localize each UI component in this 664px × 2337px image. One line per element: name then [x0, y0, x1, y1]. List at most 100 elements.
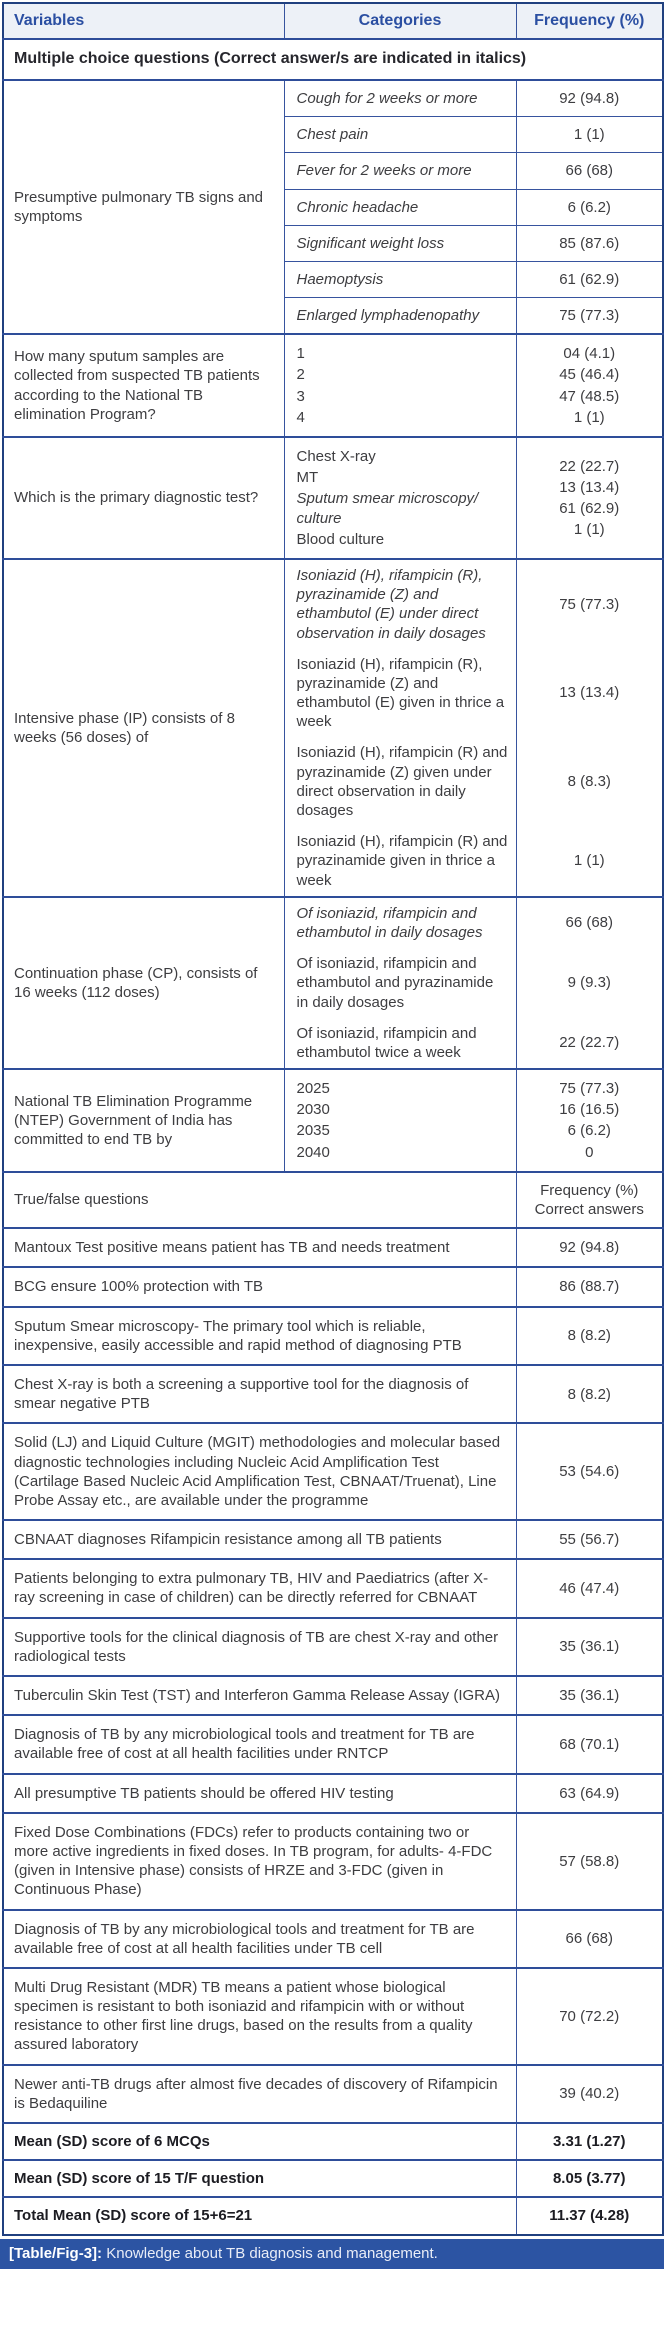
category-cell: Chest X-ray MT Sputum smear microscopy/ … — [283, 436, 517, 560]
frequency-value: 61 (62.9) — [559, 499, 620, 517]
category-group: Isoniazid (H), rifampicin (R), pyrazinam… — [285, 559, 663, 649]
table-row-diagnostic-test: Which is the primary diagnostic test? Ch… — [2, 436, 664, 560]
category-option: Of isoniazid, rifampicin and ethambutol … — [285, 948, 517, 1018]
frequency-value: 66 (68) — [565, 914, 614, 932]
frequency-value: 6 (6.2) — [567, 1122, 611, 1140]
category-cell: Haemoptysis — [283, 260, 517, 299]
page: Variables Categories Frequency (%) Multi… — [2, 2, 664, 2236]
frequency-cell: 35 (36.1) — [515, 1616, 664, 1677]
table-row-tf: Solid (LJ) and Liquid Culture (MGIT) met… — [2, 1422, 664, 1521]
table-caption: [Table/Fig-3]: Knowledge about TB diagno… — [0, 2238, 664, 2269]
summary-value: 8.05 (3.77) — [515, 2159, 664, 2198]
table-row-tf: Multi Drug Resistant (MDR) TB means a pa… — [2, 1966, 664, 2066]
category-cell: Cough for 2 weeks or more — [283, 78, 517, 118]
frequency-cell: 70 (72.2) — [515, 1966, 664, 2066]
frequency-cell: 8 (8.2) — [515, 1305, 664, 1366]
table-row-tf: CBNAAT diagnoses Rifampicin resistance a… — [2, 1519, 664, 1560]
variable-cell: Continuation phase (CP), consists of 16 … — [2, 895, 285, 1070]
frequency-cell: 04 (4.1) 45 (46.4) 47 (48.5) 1 (1) — [515, 333, 664, 438]
statement-cell: Tuberculin Skin Test (TST) and Interfero… — [2, 1674, 517, 1716]
statement-cell: Chest X-ray is both a screening a suppor… — [2, 1363, 517, 1424]
table-row-tf: Sputum Smear microscopy- The primary too… — [2, 1305, 664, 1366]
table-row-tf: Diagnosis of TB by any microbiological t… — [2, 1714, 664, 1775]
table-row-ntep: National TB Elimination Programme (NTEP)… — [2, 1068, 664, 1173]
col-header-categories: Categories — [283, 2, 517, 41]
frequency-value: 0 — [585, 1143, 594, 1161]
table-row-tf: Diagnosis of TB by any microbiological t… — [2, 1908, 664, 1969]
table-row-sputum-samples: How many sputum samples are collected fr… — [2, 333, 664, 438]
tf-frequency-header: Frequency (%) Correct answers — [515, 1170, 664, 1229]
category-option: Of isoniazid, rifampicin and ethambutol … — [285, 897, 517, 949]
statement-cell: Sputum Smear microscopy- The primary too… — [2, 1305, 517, 1366]
table-row-tf: Tuberculin Skin Test (TST) and Interfero… — [2, 1674, 664, 1716]
table-row-continuation-phase: Continuation phase (CP), consists of 16 … — [2, 895, 664, 1070]
table-row-intensive-phase: Intensive phase (IP) consists of 8 weeks… — [2, 557, 664, 898]
frequency-cell: 57 (58.8) — [515, 1811, 664, 1910]
category-cell: 1 2 3 4 — [283, 333, 517, 438]
category-option: Isoniazid (H), rifampicin (R) and pyrazi… — [285, 737, 517, 827]
frequency-value: 45 (46.4) — [559, 366, 620, 384]
summary-row-mcq-mean: Mean (SD) score of 6 MCQs 3.31 (1.27) — [2, 2121, 664, 2161]
category-option: Of isoniazid, rifampicin and ethambutol … — [285, 1017, 517, 1069]
frequency-value: 16 (16.5) — [559, 1101, 620, 1119]
frequency-cell: 8 (8.2) — [515, 1363, 664, 1424]
category-cell: Enlarged lymphadenopathy — [283, 297, 517, 335]
category-group: Isoniazid (H), rifampicin (R), pyrazinam… — [285, 648, 663, 738]
tf-frequency-header-line: answers — [588, 1201, 644, 1218]
frequency-value: 22 (22.7) — [559, 1034, 620, 1052]
frequency-cell: 75 (77.3) 16 (16.5) 6 (6.2) 0 — [515, 1068, 664, 1173]
frequency-value: 1 (1) — [573, 521, 605, 539]
tf-section-header-row: True/false questions Frequency (%) Corre… — [2, 1170, 664, 1229]
statement-cell: Supportive tools for the clinical diagno… — [2, 1616, 517, 1677]
summary-row-tf-mean: Mean (SD) score of 15 T/F question 8.05 … — [2, 2159, 664, 2198]
frequency-value: 13 (13.4) — [559, 684, 620, 702]
table-row-signs: Significant weight loss 85 (87.6) — [3, 224, 664, 262]
variable-cell: National TB Elimination Programme (NTEP)… — [2, 1068, 285, 1173]
frequency-cell: 35 (36.1) — [515, 1674, 664, 1716]
category-cell: Fever for 2 weeks or more — [283, 152, 517, 190]
table-row-tf: Chest X-ray is both a screening a suppor… — [2, 1363, 664, 1424]
frequency-cell: 46 (47.4) — [515, 1558, 664, 1619]
frequency-cell: 22 (22.7) 13 (13.4) 61 (62.9) 1 (1) — [515, 436, 664, 560]
frequency-cell: 53 (54.6) — [515, 1422, 664, 1521]
table-row-tf: Newer anti-TB drugs after almost five de… — [2, 2063, 664, 2124]
frequency-cell: 39 (40.2) — [515, 2063, 664, 2124]
table-row-tf: All presumptive TB patients should be of… — [2, 1772, 664, 1814]
frequency-value: 1 (1) — [573, 852, 605, 870]
tf-frequency-header-line: Frequency (%) — [540, 1181, 639, 1199]
col-header-frequency: Frequency (%) — [515, 2, 664, 41]
summary-label: Mean (SD) score of 15 T/F question — [2, 2159, 517, 2198]
statement-cell: Diagnosis of TB by any microbiological t… — [2, 1908, 517, 1969]
frequency-value: 13 (13.4) — [559, 478, 620, 496]
tf-section-title: True/false questions — [2, 1170, 517, 1229]
frequency-cell: 66 (68) — [515, 1908, 664, 1969]
table-row-signs: Presumptive pulmonary TB signs and sympt… — [2, 78, 664, 335]
table-row-tf: Fixed Dose Combinations (FDCs) refer to … — [2, 1811, 664, 1910]
table-row-tf: Mantoux Test positive means patient has … — [2, 1227, 664, 1268]
table-row-signs: Chest pain 1 (1) — [3, 116, 664, 154]
statement-cell: BCG ensure 100% protection with TB — [2, 1266, 517, 1308]
frequency-cell: 85 (87.6) — [515, 224, 664, 262]
category-option: 2030 — [296, 1101, 330, 1119]
frequency-cell: 55 (56.7) — [515, 1519, 664, 1560]
category-option: Sputum smear microscopy/ culture — [296, 490, 479, 527]
category-option: Blood culture — [296, 530, 385, 548]
frequency-cell: 61 (62.9) — [515, 260, 664, 299]
category-option: Isoniazid (H), rifampicin (R) and pyrazi… — [285, 826, 517, 896]
summary-label: Mean (SD) score of 6 MCQs — [2, 2121, 517, 2161]
statement-cell: Patients belonging to extra pulmonary TB… — [2, 1558, 517, 1619]
frequency-value: 04 (4.1) — [563, 345, 616, 363]
frequency-cell: 92 (94.8) — [515, 1227, 664, 1268]
category-option: 2035 — [296, 1122, 330, 1140]
tf-frequency-header-line: Correct — [534, 1201, 584, 1218]
statement-cell: Multi Drug Resistant (MDR) TB means a pa… — [2, 1966, 517, 2066]
category-frequency-groups: Isoniazid (H), rifampicin (R), pyrazinam… — [283, 557, 664, 898]
frequency-cell: 63 (64.9) — [515, 1772, 664, 1814]
variable-cell: Presumptive pulmonary TB signs and sympt… — [2, 78, 285, 335]
frequency-value: 75 (77.3) — [559, 1080, 620, 1098]
frequency-cell: 1 (1) — [515, 116, 664, 154]
category-frequency-groups: Of isoniazid, rifampicin and ethambutol … — [283, 895, 664, 1070]
variable-cell: Which is the primary diagnostic test? — [2, 436, 285, 560]
statement-cell: Solid (LJ) and Liquid Culture (MGIT) met… — [2, 1422, 517, 1521]
category-group: Isoniazid (H), rifampicin (R) and pyrazi… — [285, 737, 663, 827]
